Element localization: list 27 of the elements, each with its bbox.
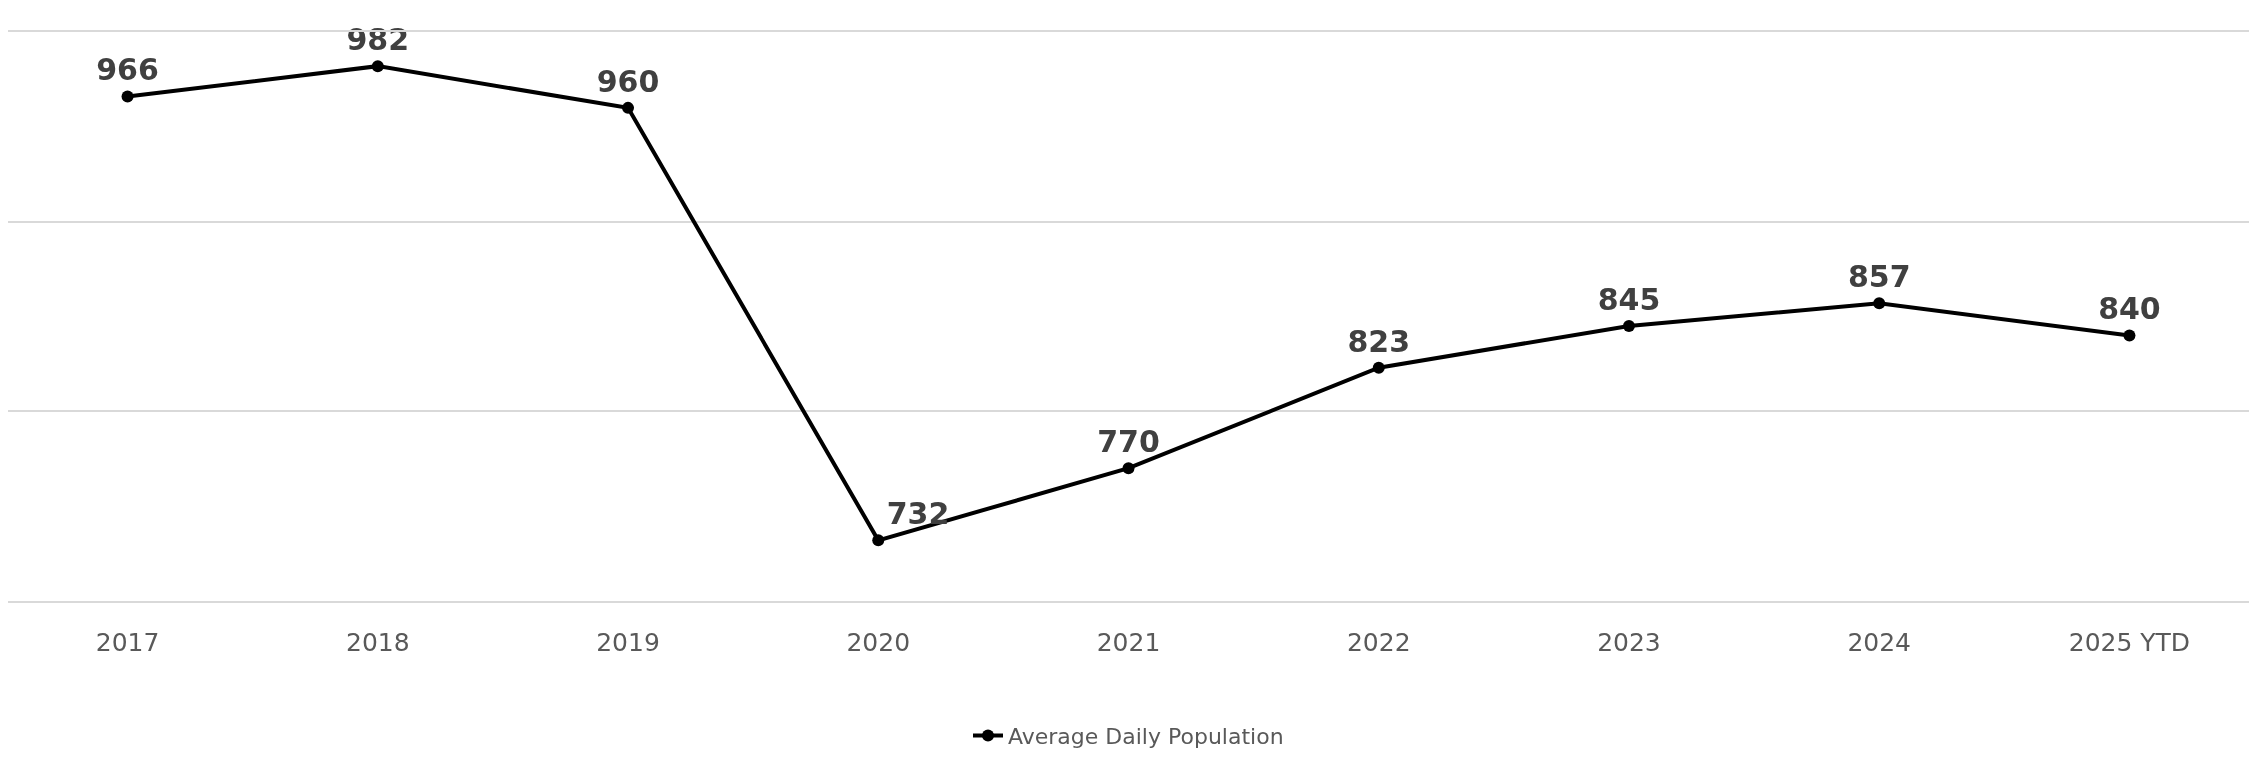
point: [1873, 297, 1886, 310]
x-tick-label: 2024: [1847, 627, 1912, 657]
x-tick-label: 2025 YTD: [2068, 627, 2191, 657]
data-label: 845: [1597, 281, 1661, 317]
x-tick-label: 2018: [345, 627, 410, 657]
x-tick-label: 2019: [596, 627, 660, 657]
point: [121, 90, 134, 103]
point: [371, 60, 384, 73]
data-label: 966: [96, 52, 159, 88]
data-label: 770: [1097, 424, 1160, 460]
x-tick-label: 2023: [1597, 627, 1661, 657]
x-tick-label: 2022: [1346, 627, 1411, 657]
x-tick-label: 2017: [95, 627, 160, 657]
x-tick-label: 2020: [846, 627, 911, 657]
point: [872, 534, 885, 547]
point: [1122, 462, 1135, 475]
x-tick-label: 2021: [1096, 627, 1161, 657]
data-label: 732: [886, 496, 950, 532]
data-label: 857: [1847, 259, 1911, 295]
data-label: 823: [1347, 323, 1411, 359]
point: [2123, 329, 2136, 342]
data-label: 840: [2098, 291, 2161, 327]
point: [1372, 361, 1385, 374]
point: [1622, 319, 1635, 332]
legend-label: Average Daily Population: [1008, 724, 1284, 750]
data-label: 960: [596, 63, 660, 99]
point: [622, 101, 635, 114]
